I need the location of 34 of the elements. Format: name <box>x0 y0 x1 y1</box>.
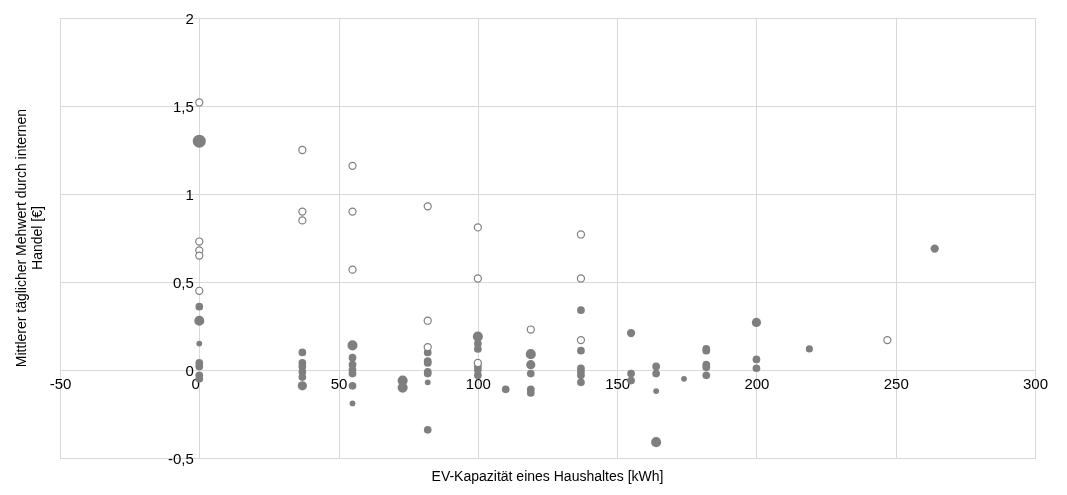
y-axis-title: Mittlerer täglicher Mehwert durch internen Handel [€] <box>13 108 45 368</box>
x-tick-label: 50 <box>330 374 348 392</box>
y-tick-label: 0 <box>185 361 194 379</box>
point <box>348 265 357 274</box>
y-tick-label: 0,5 <box>172 273 194 291</box>
point <box>195 251 204 260</box>
point <box>195 286 204 295</box>
x-tick-label: 250 <box>883 374 909 392</box>
x-tick-label: -50 <box>49 374 72 392</box>
point <box>576 335 586 345</box>
point <box>576 274 586 283</box>
x-tick-label: 200 <box>744 374 770 392</box>
point <box>423 202 432 211</box>
point <box>298 216 307 225</box>
point <box>473 223 482 232</box>
point <box>423 316 432 325</box>
y-tick-label: -0,5 <box>167 449 194 467</box>
point <box>348 161 357 170</box>
point <box>883 335 892 345</box>
x-tick-label: 300 <box>1022 374 1049 392</box>
point <box>298 145 307 155</box>
y-tick-label: 2 <box>185 9 194 27</box>
x-tick-label: 150 <box>605 374 631 392</box>
point <box>473 274 482 283</box>
point <box>576 230 586 239</box>
y-tick-label: 1,5 <box>172 97 194 115</box>
point <box>526 325 535 334</box>
point <box>195 98 204 107</box>
x-axis-title: EV-Kapazität eines Haushaltes [kWh] <box>431 468 664 484</box>
x-tick-label: 100 <box>465 374 491 392</box>
point <box>348 207 357 216</box>
point <box>195 237 204 246</box>
point <box>298 207 307 216</box>
y-tick-label: 1 <box>185 185 194 203</box>
